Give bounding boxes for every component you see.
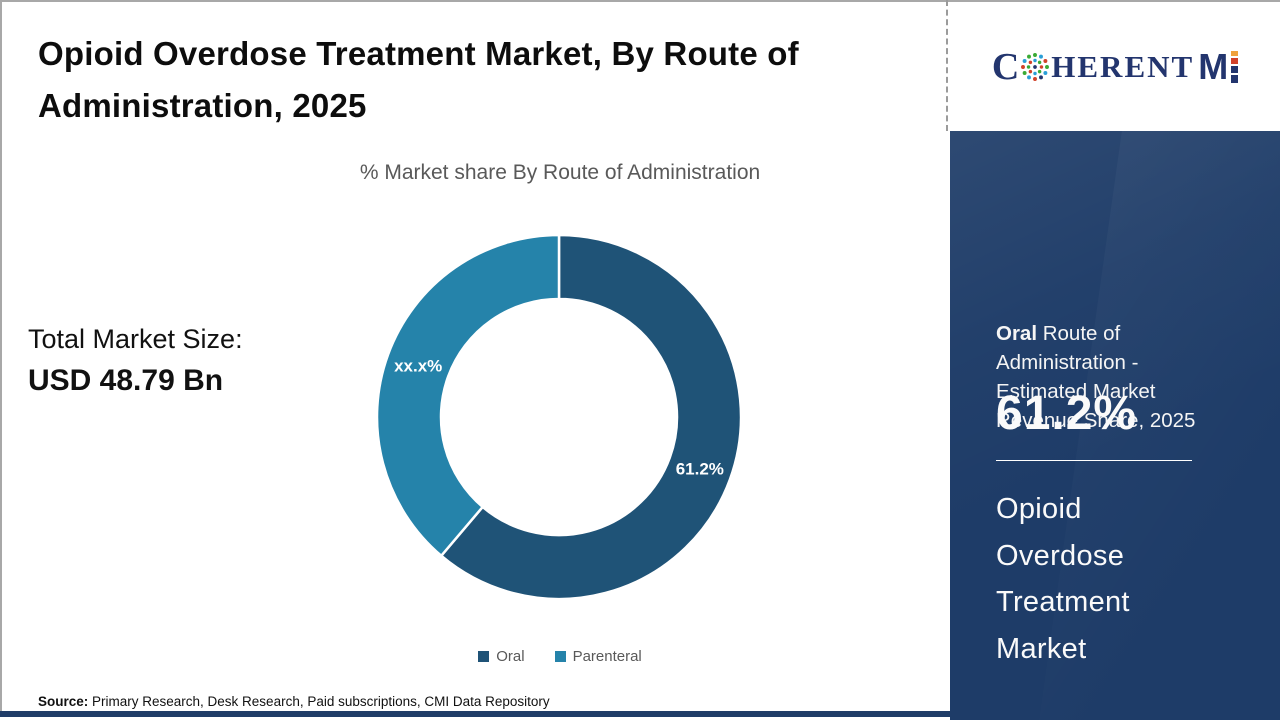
top-border (0, 0, 1280, 2)
panel-market-name: Opioid Overdose Treatment Market (996, 493, 1130, 665)
logo-globe-icon (1021, 52, 1050, 81)
legend-item-oral: Oral (478, 648, 525, 665)
legend-item-parenteral: Parenteral (554, 648, 642, 665)
legend-label-parenteral: Parenteral (572, 648, 642, 665)
donut-chart: 61.2% xx.x% (374, 232, 744, 602)
logo-letters-herent: HERENT (1051, 49, 1195, 84)
chart-legend: Oral Parenteral (170, 648, 950, 665)
legend-swatch-oral (478, 651, 490, 662)
donut-chart-svg: 61.2% xx.x% (375, 233, 743, 601)
total-market-size-value: USD 48.79 Bn (28, 364, 224, 397)
total-market-size-block: Total Market Size: USD 48.79 Bn (28, 324, 243, 398)
legend-swatch-parenteral (554, 651, 566, 662)
page-title: Opioid Overdose Treatment Market, By Rou… (38, 35, 799, 124)
source-line: Source: Primary Research, Desk Research,… (38, 694, 550, 709)
panel-stat-description: Oral Route of Administration - Estimated… (996, 319, 1218, 435)
dashed-divider (946, 0, 948, 131)
logo-segmented-i (1231, 50, 1239, 83)
panel-stat-value: 61.2% (996, 387, 1138, 440)
source-prefix: Source: (38, 694, 89, 709)
source-text: Primary Research, Desk Research, Paid su… (88, 694, 550, 709)
left-border (0, 0, 2, 714)
side-panel: Oral Route of Administration - Estimated… (950, 131, 1280, 720)
legend-label-oral: Oral (496, 648, 525, 665)
bottom-accent-strip (0, 711, 1280, 717)
logo-letter-m: M (1198, 45, 1229, 87)
donut-slice-label-parenteral: xx.x% (394, 356, 442, 375)
donut-slice-oral (439, 233, 743, 601)
coherentmi-logo: C (991, 45, 1239, 88)
donut-slice-label-oral: 61.2% (676, 460, 724, 479)
logo-letter-c: C (991, 45, 1020, 88)
chart-subtitle: % Market share By Route of Administratio… (359, 161, 761, 184)
panel-stat-segment-name: Oral (996, 322, 1038, 345)
donut-slice-parenteral (375, 233, 561, 558)
panel-stat-desc-rest: Route of Administration - Estimated Mark… (996, 322, 1196, 432)
panel-divider-line (996, 460, 1192, 461)
total-market-size-label: Total Market Size: (28, 324, 243, 354)
logo-area: C (950, 2, 1280, 131)
